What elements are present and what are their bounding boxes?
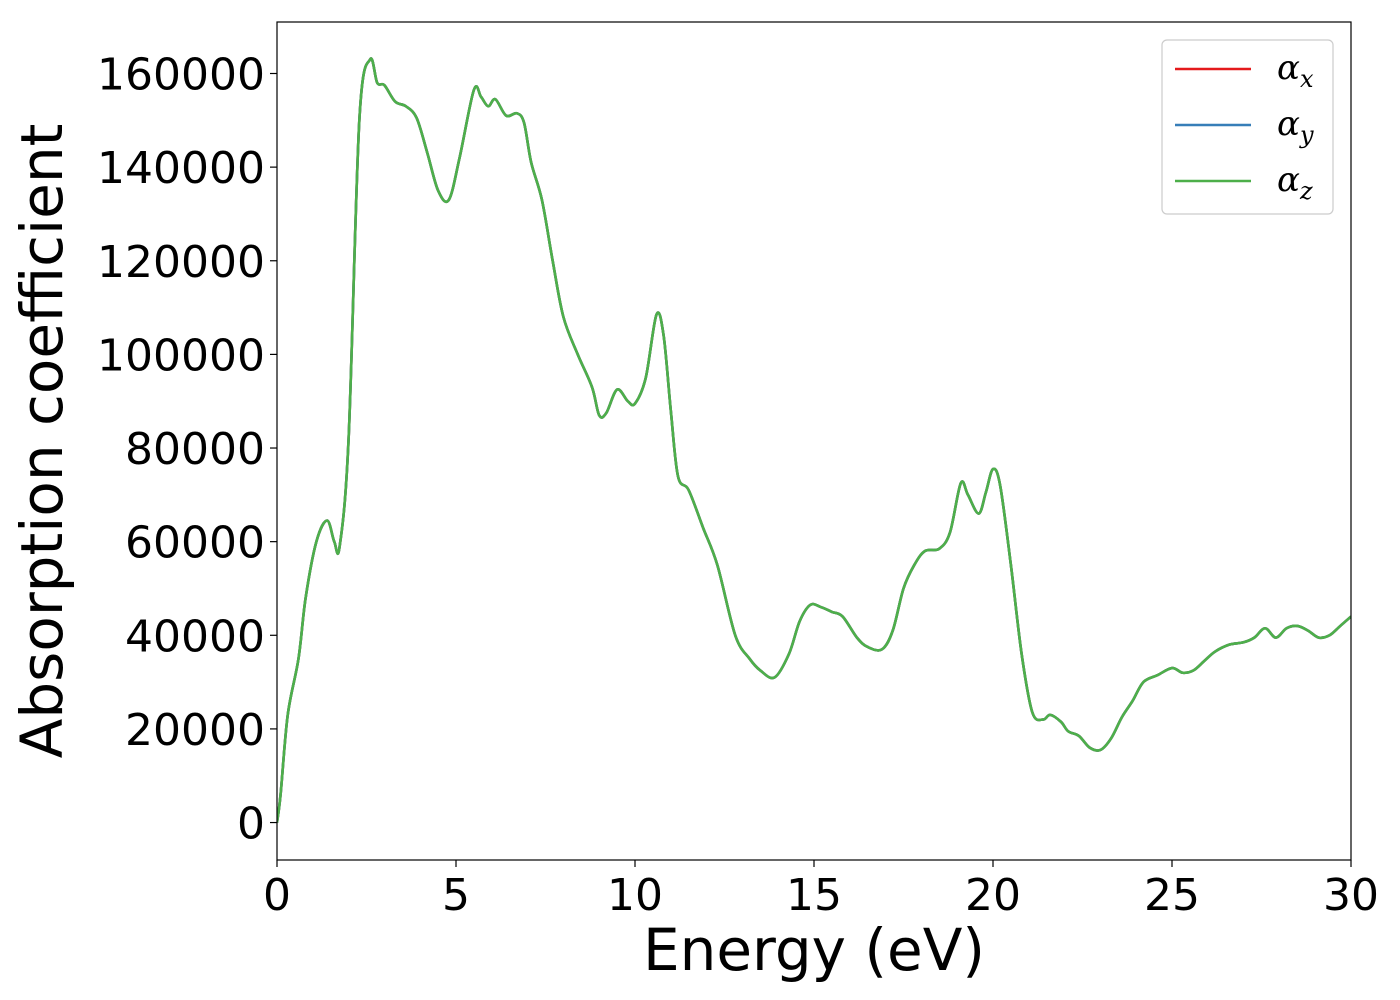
y-tick-label: 100000 [97, 330, 265, 381]
series-line-αz [277, 57, 1351, 823]
legend: αx αy αz [1161, 39, 1334, 215]
y-tick-label: 80000 [125, 424, 265, 475]
plot-lines [277, 57, 1351, 823]
y-tick-label: 0 [237, 799, 265, 850]
y-tick-label: 60000 [125, 518, 265, 569]
y-tick-label: 120000 [97, 237, 265, 288]
legend-box [1161, 39, 1334, 215]
y-tick-label: 20000 [125, 705, 265, 756]
y-axis-title: Absorption coefficient [8, 124, 76, 759]
x-axis-ticks: 0 5 10 15 20 25 30 [263, 860, 1379, 921]
x-tick-label: 25 [1144, 870, 1200, 921]
y-axis-ticks: 0 20000 40000 60000 80000 100000 120000 140000 1… [97, 49, 277, 850]
x-tick-label: 30 [1323, 870, 1379, 921]
x-tick-label: 15 [786, 870, 842, 921]
y-tick-label: 40000 [125, 611, 265, 662]
legend-label: αy [1277, 104, 1314, 149]
x-tick-label: 0 [263, 870, 291, 921]
legend-label: αx [1277, 48, 1314, 93]
y-tick-label: 140000 [97, 143, 265, 194]
x-axis-title: Energy (eV) [643, 916, 985, 984]
y-tick-label: 160000 [97, 49, 265, 100]
x-tick-label: 10 [607, 870, 663, 921]
x-tick-label: 20 [965, 870, 1021, 921]
legend-label: αz [1277, 160, 1313, 205]
x-tick-label: 5 [442, 870, 470, 921]
